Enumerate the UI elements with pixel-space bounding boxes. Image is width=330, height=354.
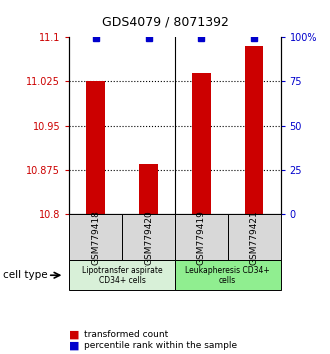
Text: GSM779421: GSM779421: [249, 210, 259, 264]
Bar: [139, 164, 158, 214]
Bar: [86, 81, 105, 214]
Text: GSM779418: GSM779418: [91, 210, 100, 265]
Text: ■: ■: [69, 330, 80, 339]
Bar: [245, 46, 263, 214]
Bar: [192, 73, 211, 214]
Text: Leukapheresis CD34+
cells: Leukapheresis CD34+ cells: [185, 266, 270, 285]
Text: GDS4079 / 8071392: GDS4079 / 8071392: [102, 16, 228, 29]
Text: percentile rank within the sample: percentile rank within the sample: [84, 341, 237, 350]
Text: ■: ■: [69, 340, 80, 350]
Text: GSM779420: GSM779420: [144, 210, 153, 264]
Text: cell type: cell type: [3, 270, 48, 280]
Text: Lipotransfer aspirate
CD34+ cells: Lipotransfer aspirate CD34+ cells: [82, 266, 162, 285]
Text: transformed count: transformed count: [84, 330, 168, 339]
Text: GSM779419: GSM779419: [197, 210, 206, 265]
